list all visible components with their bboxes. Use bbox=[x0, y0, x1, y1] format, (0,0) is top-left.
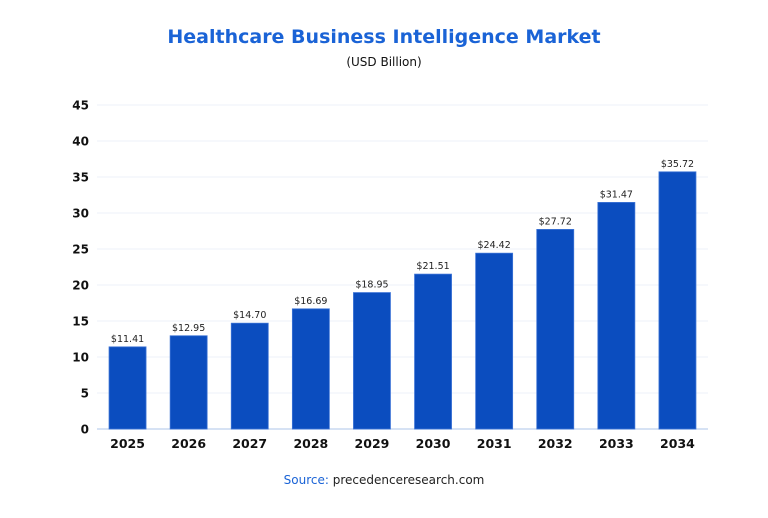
data-label-2028: $16.69 bbox=[294, 296, 327, 307]
data-label-2030: $21.51 bbox=[416, 261, 449, 272]
x-tick-label: 2032 bbox=[538, 436, 573, 451]
x-tick-label: 2031 bbox=[477, 436, 512, 451]
x-tick-label: 2029 bbox=[355, 436, 390, 451]
x-tick-label: 2030 bbox=[416, 436, 451, 451]
data-label-2032: $27.72 bbox=[539, 216, 572, 227]
y-tick-label: 20 bbox=[72, 279, 89, 293]
chart-subtitle: (USD Billion) bbox=[346, 55, 422, 69]
bar-2025 bbox=[108, 346, 147, 430]
bar-2032 bbox=[536, 229, 575, 430]
data-label-2027: $14.70 bbox=[233, 310, 266, 321]
bar-2030 bbox=[414, 273, 452, 430]
y-tick-label: 25 bbox=[72, 243, 89, 257]
x-tick-label: 2025 bbox=[110, 436, 145, 451]
y-tick-label: 40 bbox=[72, 135, 89, 149]
data-label-2026: $12.95 bbox=[172, 323, 205, 334]
data-label-2034: $35.72 bbox=[661, 159, 694, 170]
bar-2028 bbox=[291, 308, 330, 430]
x-tick-label: 2028 bbox=[293, 436, 328, 451]
bar-2029 bbox=[353, 292, 391, 430]
y-tick-label: 0 bbox=[81, 423, 89, 437]
chart-title: Healthcare Business Intelligence Market bbox=[167, 26, 601, 48]
bar-2034 bbox=[658, 171, 697, 430]
x-tick-label: 2034 bbox=[660, 436, 695, 451]
bar-2026 bbox=[169, 335, 208, 430]
data-label-2031: $24.42 bbox=[478, 240, 511, 251]
y-tick-label: 45 bbox=[72, 99, 89, 113]
data-label-2025: $11.41 bbox=[111, 334, 144, 345]
x-tick-label: 2027 bbox=[232, 436, 267, 451]
bar-2033 bbox=[597, 202, 636, 430]
source-text: precedenceresearch.com bbox=[332, 473, 485, 487]
bar-2031 bbox=[475, 252, 514, 430]
bar-2027 bbox=[230, 322, 269, 430]
y-tick-label: 35 bbox=[72, 171, 89, 185]
y-tick-label: 5 bbox=[81, 387, 89, 401]
y-tick-label: 30 bbox=[72, 207, 89, 221]
data-label-2029: $18.95 bbox=[355, 280, 388, 291]
source-label: Source: bbox=[283, 473, 329, 487]
source-note: Source: precedenceresearch.com bbox=[0, 473, 768, 487]
x-tick-label: 2033 bbox=[599, 436, 634, 451]
data-label-2033: $31.47 bbox=[600, 189, 633, 200]
y-tick-label: 10 bbox=[72, 351, 89, 365]
x-tick-label: 2026 bbox=[171, 436, 206, 451]
y-tick-label: 15 bbox=[72, 315, 89, 329]
